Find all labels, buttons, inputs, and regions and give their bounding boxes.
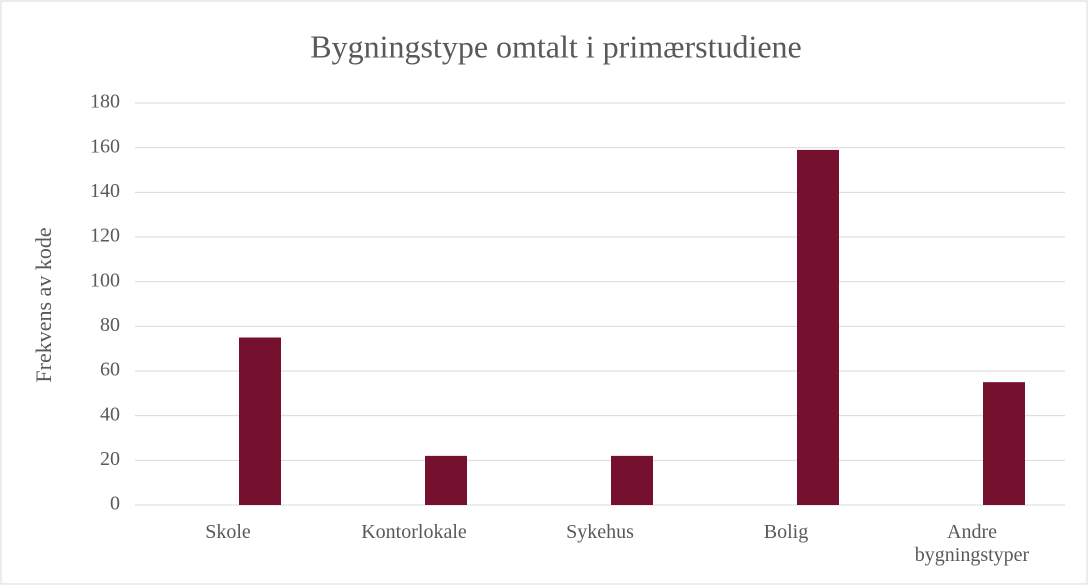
- bar: [983, 382, 1025, 505]
- x-tick-label: Skole: [205, 521, 251, 543]
- x-tick-label: Bolig: [763, 521, 809, 543]
- bar: [425, 455, 467, 505]
- y-tick-label: 60: [100, 359, 120, 381]
- y-tick-label: 180: [90, 91, 120, 113]
- y-axis-label: Frekvens av kode: [31, 227, 56, 382]
- bar: [239, 337, 281, 505]
- bar: [797, 149, 839, 505]
- y-tick-label: 0: [110, 493, 120, 515]
- y-tick-label: 140: [90, 180, 120, 202]
- x-tick-label: Kontorlokale: [361, 521, 467, 543]
- y-tick-label: 20: [100, 448, 120, 470]
- bar: [611, 455, 653, 505]
- y-tick-label: 100: [90, 269, 120, 291]
- x-tick-label: Sykehus: [566, 521, 634, 543]
- chart-title: Bygningstype omtalt i primærstudiene: [310, 28, 802, 64]
- y-tick-label: 160: [90, 135, 120, 157]
- y-tick-label: 40: [100, 403, 120, 425]
- y-tick-label: 120: [90, 225, 120, 247]
- y-tick-label: 80: [100, 314, 120, 336]
- x-tick-label: Andre bygningstyper: [914, 521, 1030, 566]
